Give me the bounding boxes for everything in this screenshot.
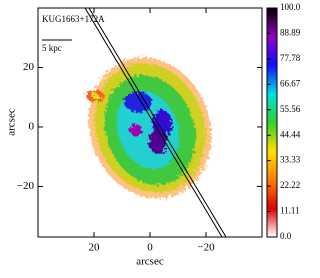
y-tick-label: −20 [17, 180, 35, 192]
colorbar-tick-label: 100.0 [280, 2, 301, 12]
x-tick-label: −20 [197, 242, 215, 254]
galaxy-image [38, 8, 262, 237]
colorbar-tick-label: 11.11 [280, 206, 300, 216]
colorbar-tick-label: 88.89 [280, 28, 301, 38]
chart: KUG1663+172A 5 kpc arcsec arcsec 20 0 −20 2… [6, 2, 301, 268]
y-axis-label: arcsec [6, 108, 18, 136]
y-tick-label: 0 [29, 120, 35, 132]
annotation: KUG1663+172A [42, 14, 105, 24]
colorbar-tick-label: 33.33 [280, 155, 301, 165]
x-axis-label: arcsec [136, 256, 164, 268]
colorbar [266, 7, 278, 238]
colorbar-tick-label: 44.44 [280, 129, 301, 139]
colorbar-tick-label: 22.22 [280, 180, 300, 190]
x-tick-label: 20 [89, 242, 101, 254]
colorbar-tick-label: 77.78 [280, 53, 301, 63]
colorbar-tick-label: 0.0 [280, 231, 292, 241]
scale-label: 5 kpc [42, 43, 62, 53]
colorbar-tick-label: 66.67 [280, 78, 301, 88]
colorbar-tick-label: 55.56 [280, 104, 301, 114]
x-tick-label: 0 [147, 242, 153, 254]
y-tick-label: 20 [23, 61, 35, 73]
